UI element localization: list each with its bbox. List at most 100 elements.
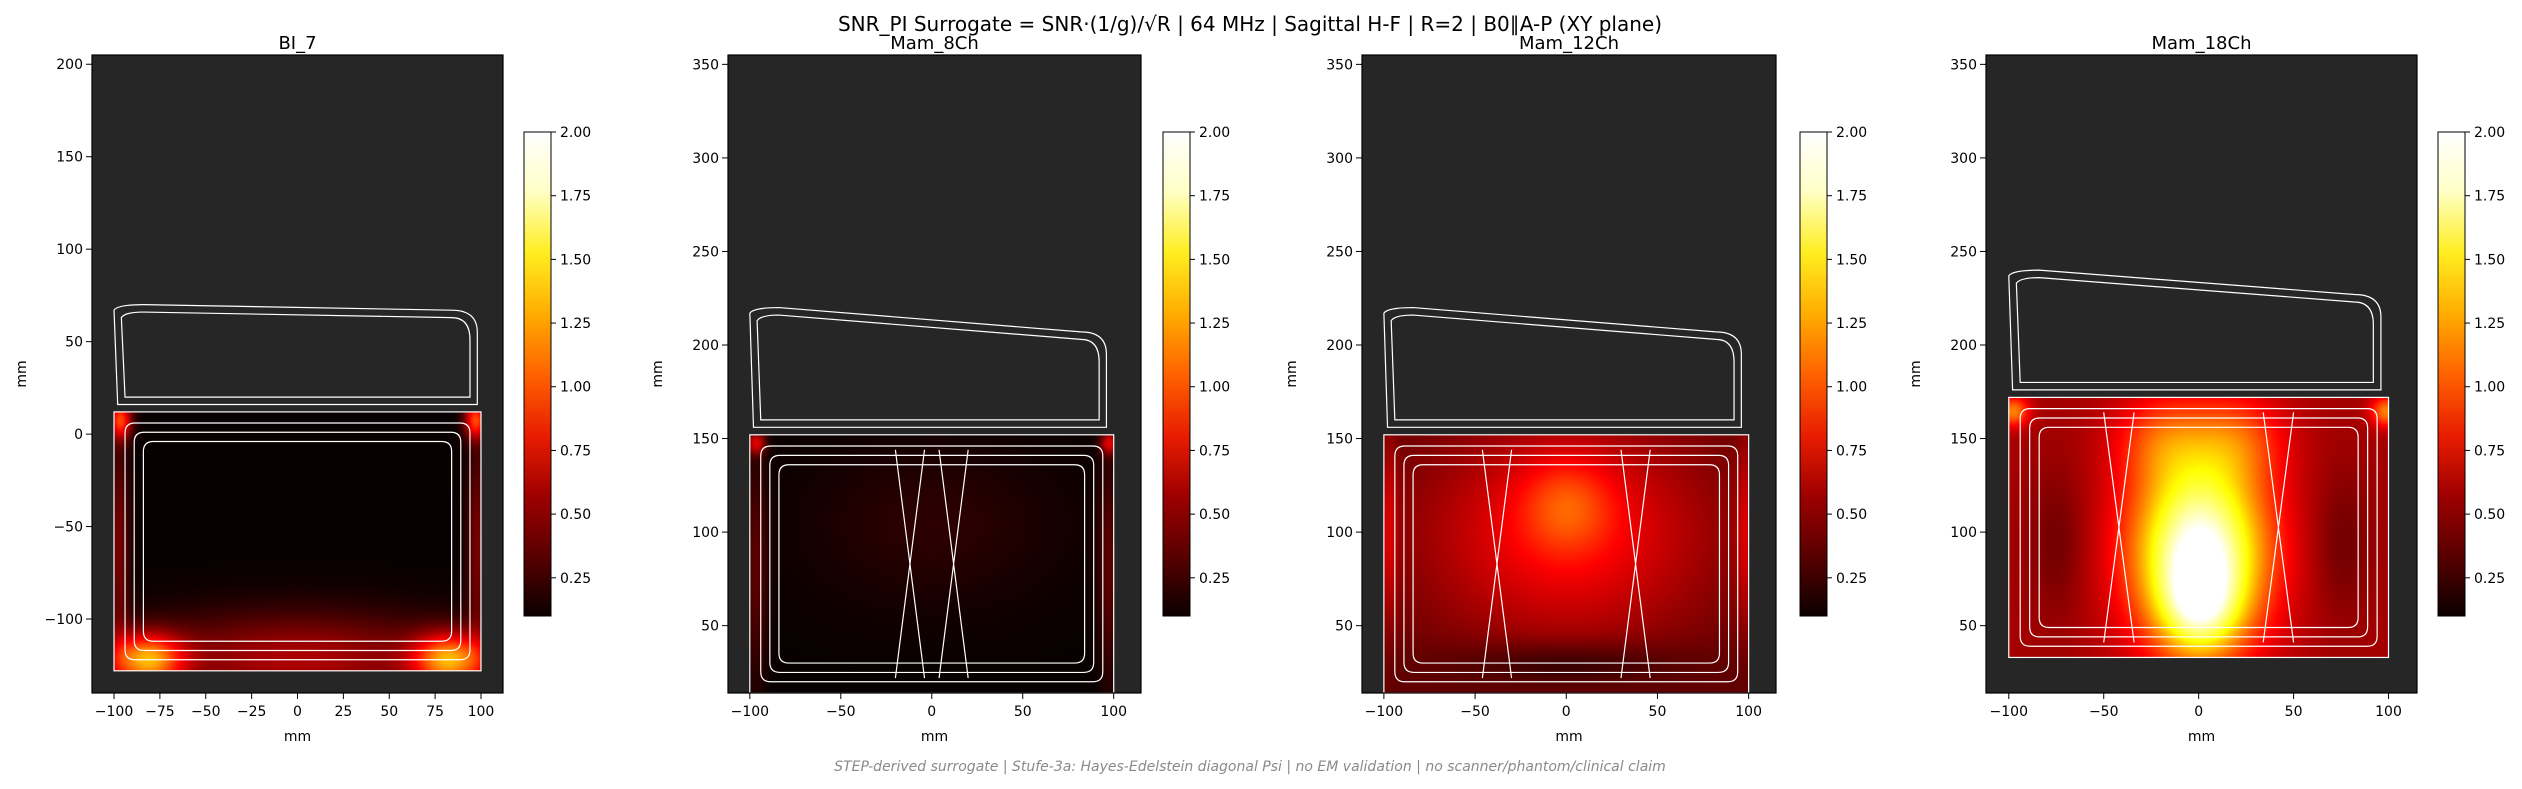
x-tick-label: 50	[1649, 704, 1667, 720]
colorbar-tick-label: 0.50	[560, 507, 591, 523]
coil-crossing	[1481, 449, 1513, 679]
y-tick-label: 250	[692, 244, 719, 260]
x-tick-label: −50	[191, 704, 221, 720]
x-tick-label: 0	[2194, 704, 2203, 720]
y-tick-label: 100	[1950, 525, 1977, 541]
x-axis-label: mm	[2188, 729, 2215, 745]
coil-crossing	[938, 449, 969, 679]
x-tick-label: −100	[95, 704, 133, 720]
x-axis-label: mm	[921, 729, 948, 745]
y-tick-label: 50	[1335, 619, 1353, 635]
y-tick-label: −50	[53, 520, 83, 536]
colorbar-tick-label: 1.25	[1199, 316, 1230, 332]
coil-loop	[142, 440, 453, 642]
cap-outline	[1390, 314, 1735, 421]
y-axis-label: mm	[1284, 360, 1300, 387]
x-tick-label: 50	[2285, 704, 2303, 720]
cap-outline	[2008, 269, 2382, 391]
panel-mam-18ch: Mam_18Ch −100 −50 0 50 100 50 100 150 200 250 300 35…	[1908, 33, 2505, 745]
y-tick-label: 200	[56, 57, 83, 73]
cap-outline	[1383, 306, 1742, 428]
y-tick-label: 100	[56, 242, 83, 258]
colorbar-tick-label: 1.50	[2474, 252, 2505, 268]
heatmap-field	[114, 411, 482, 671]
colorbar-tick-label: 1.75	[1836, 189, 1867, 205]
y-axis-label: mm	[650, 360, 666, 387]
heatmap-field	[1383, 434, 1749, 693]
y-tick-label: −100	[45, 612, 83, 628]
y-tick-label: 350	[1326, 57, 1353, 73]
colorbar-tick-label: 0.75	[1836, 443, 1867, 459]
colorbar	[1162, 131, 1191, 617]
colorbar-tick-label: 0.50	[2474, 507, 2505, 523]
coil-loop	[778, 464, 1086, 664]
x-tick-label: −50	[1460, 704, 1490, 720]
colorbar-tick-label: 1.75	[1199, 189, 1230, 205]
y-tick-label: 300	[1950, 151, 1977, 167]
colorbar-tick-label: 0.75	[560, 443, 591, 459]
coil-outlines	[1383, 306, 1750, 694]
x-tick-label: 100	[468, 704, 495, 720]
y-tick-label: 150	[692, 432, 719, 448]
colorbar	[2437, 131, 2466, 617]
y-tick-label: 250	[1950, 244, 1977, 260]
x-tick-label: −100	[1365, 704, 1403, 720]
y-tick-label: 350	[692, 57, 719, 73]
coil-loop	[124, 422, 471, 661]
colorbar-tick-label: 1.00	[560, 380, 591, 396]
coil-loop	[769, 454, 1095, 674]
colorbar-tick-label: 1.75	[560, 189, 591, 205]
footer-note: STEP-derived surrogate | Stufe-3a: Hayes…	[834, 759, 1666, 775]
axes-frame	[727, 54, 1142, 694]
colorbar-tick-label: 1.75	[2474, 189, 2505, 205]
coil-crossing	[894, 449, 926, 679]
x-tick-label: 75	[426, 704, 444, 720]
y-tick-label: 200	[692, 338, 719, 354]
field-border	[113, 411, 482, 672]
colorbar-tick-label: 0.50	[1199, 507, 1230, 523]
colorbar-tick-label: 0.75	[1199, 443, 1230, 459]
y-tick-label: 0	[74, 427, 83, 443]
coil-crossing	[2103, 412, 2135, 643]
y-tick-label: 200	[1950, 338, 1977, 354]
axes-frame	[1361, 54, 1777, 694]
y-tick-label: 150	[1326, 432, 1353, 448]
x-tick-label: 100	[1100, 704, 1127, 720]
colorbar-tick-label: 0.75	[2474, 443, 2505, 459]
colorbar-tick-label: 0.25	[2474, 571, 2505, 587]
cap-outline	[120, 311, 471, 398]
panels: BI_7 −100 −75 −50 −25 0 25 50 75 100 −100 −50 0 50 100…	[14, 33, 2505, 745]
x-tick-label: 0	[927, 704, 936, 720]
colorbar-tick-label: 2.00	[2474, 125, 2505, 141]
y-tick-label: 350	[1950, 57, 1977, 73]
y-tick-label: 100	[1326, 525, 1353, 541]
x-axis-label: mm	[1555, 729, 1582, 745]
y-tick-label: 100	[692, 525, 719, 541]
y-tick-label: 50	[65, 335, 83, 351]
y-tick-label: 300	[1326, 151, 1353, 167]
x-tick-label: 100	[2375, 704, 2402, 720]
x-tick-label: 100	[1735, 704, 1762, 720]
y-tick-label: 250	[1326, 244, 1353, 260]
colorbar-tick-label: 0.25	[560, 571, 591, 587]
x-tick-label: 0	[1562, 704, 1571, 720]
y-axis-label: mm	[14, 360, 30, 387]
colorbar-tick-label: 1.50	[1836, 252, 1867, 268]
panel-title: Mam_12Ch	[1519, 33, 1619, 54]
panel-mam-12ch: Mam_12Ch −100 −50 0 50 100 50 100 150 200 250 300 35…	[1284, 33, 1867, 745]
x-tick-label: −100	[1990, 704, 2028, 720]
y-tick-label: 200	[1326, 338, 1353, 354]
coil-loop	[2019, 408, 2378, 647]
x-tick-label: −25	[237, 704, 267, 720]
figure-title: SNR_PI Surrogate = SNR·(1/g)/√R | 64 MHz…	[838, 12, 1662, 36]
y-tick-label: 150	[56, 150, 83, 166]
colorbar-tick-label: 0.25	[1836, 571, 1867, 587]
x-tick-label: −50	[2089, 704, 2119, 720]
coil-loop	[133, 431, 462, 652]
colorbar-tick-label: 1.00	[1199, 380, 1230, 396]
panel-title: Mam_18Ch	[2152, 33, 2252, 54]
panel-title: BI_7	[278, 33, 316, 54]
colorbar-tick-label: 1.25	[560, 316, 591, 332]
y-tick-label: 300	[692, 151, 719, 167]
